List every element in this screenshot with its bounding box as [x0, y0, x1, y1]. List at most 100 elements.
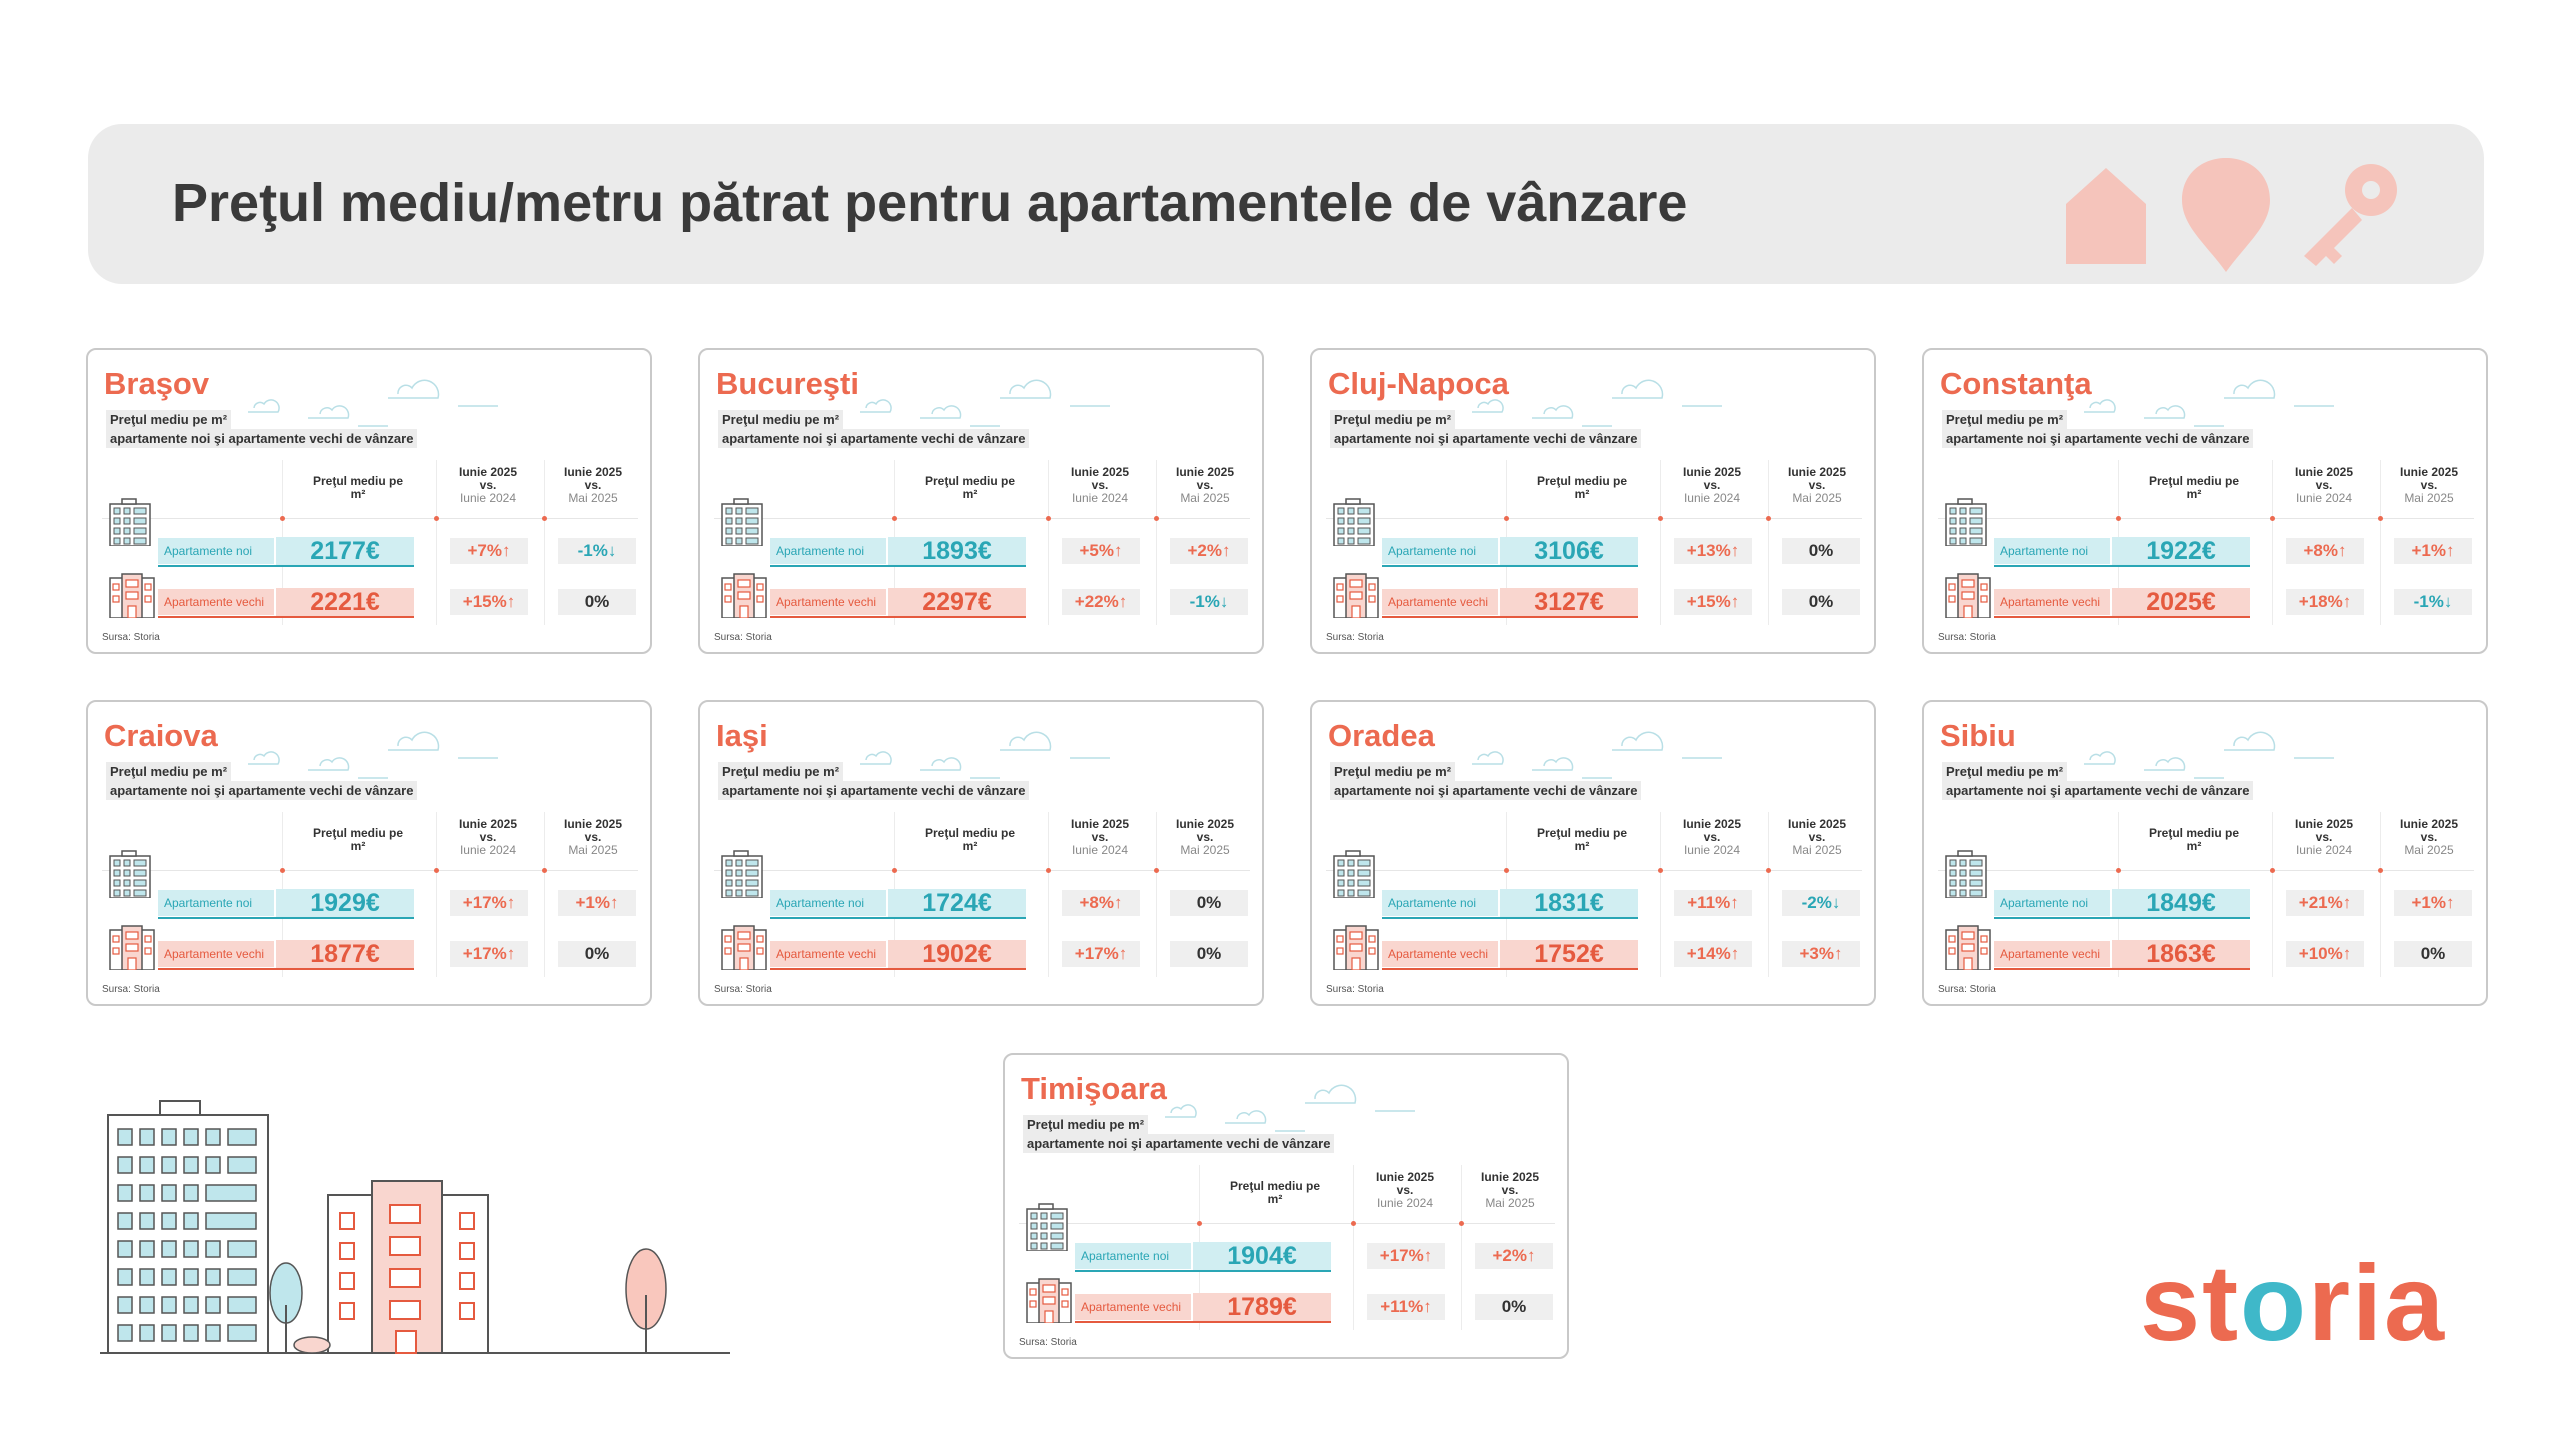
source-note: Sursa: Storia	[102, 632, 160, 643]
old-mom-change: 0%	[558, 589, 636, 615]
col-head-price: Preţul mediu pe m²	[312, 474, 404, 501]
new-building-icon	[1945, 850, 1987, 898]
card-subtitle-2: apartamente noi şi apartamente vechi de …	[1942, 781, 2254, 800]
new-yoy-change: +17%↑	[450, 890, 528, 916]
col-head-yoy-top: Iunie 2025	[1682, 817, 1742, 831]
grid-dot	[1658, 868, 1663, 873]
card-subtitle-1: Preţul mediu pe m²	[1330, 762, 1456, 781]
card-subtitle-2: apartamente noi şi apartamente vechi de …	[1023, 1134, 1335, 1153]
city-card: Braşov Preţul mediu pe m² apartamente noi …	[86, 348, 652, 654]
row-underline	[1994, 565, 2250, 567]
grid-line	[2272, 460, 2273, 625]
grid-dot	[2116, 516, 2121, 521]
col-head-price: Preţul mediu pe m²	[2148, 474, 2240, 501]
old-apartments-price: 2297€	[888, 588, 1026, 616]
card-subtitle-2: apartamente noi şi apartamente vechi de …	[718, 781, 1030, 800]
grid-dot	[2270, 516, 2275, 521]
card-subtitle-2: apartamente noi şi apartamente vechi de …	[106, 429, 418, 448]
col-head-mom: Iunie 2025 vs. Mai 2025	[2384, 818, 2474, 857]
grid-dot	[892, 516, 897, 521]
old-mom-change: -1%↓	[2394, 589, 2472, 615]
grid-dot	[1046, 868, 1051, 873]
new-apartments-label: Apartamente noi	[1382, 890, 1498, 916]
grid-line	[1326, 518, 1862, 519]
grid-dot	[2270, 868, 2275, 873]
city-illustration	[100, 1100, 730, 1354]
grid-dot	[1504, 868, 1509, 873]
source-note: Sursa: Storia	[1326, 984, 1384, 995]
col-head-mom-vs: vs.	[1808, 830, 1826, 844]
new-apartments-label: Apartamente noi	[770, 890, 886, 916]
col-head-mom-bottom: Mai 2025	[568, 491, 618, 505]
col-head-mom-vs: vs.	[2420, 830, 2438, 844]
old-apartments-label: Apartamente vechi	[770, 941, 886, 967]
grid-dot	[280, 868, 285, 873]
old-yoy-change: +15%↑	[450, 589, 528, 615]
old-apartments-price: 2221€	[276, 588, 414, 616]
col-head-yoy-top: Iunie 2025	[458, 817, 518, 831]
old-apartments-price: 2025€	[2112, 588, 2250, 616]
new-yoy-change: +21%↑	[2286, 890, 2364, 916]
col-head-price: Preţul mediu pe m²	[1229, 1179, 1321, 1206]
col-head-yoy: Iunie 2025 vs. Iunie 2024	[443, 818, 533, 857]
old-mom-change: 0%	[1475, 1294, 1553, 1320]
grid-line	[544, 812, 545, 977]
old-yoy-change: +17%↑	[450, 941, 528, 967]
city-card: Timişoara Preţul mediu pe m² apartamente n…	[1003, 1053, 1569, 1359]
col-head-price: Preţul mediu pe m²	[924, 474, 1016, 501]
col-head-yoy-bottom: Iunie 2024	[2295, 491, 2353, 505]
grid-line	[1156, 460, 1157, 625]
col-head-yoy-vs: vs.	[479, 830, 497, 844]
row-underline	[1994, 917, 2250, 919]
col-head-yoy-vs: vs.	[1091, 830, 1109, 844]
new-mom-change: -1%↓	[558, 538, 636, 564]
old-apartments-price: 3127€	[1500, 588, 1638, 616]
col-head-yoy-top: Iunie 2025	[1070, 465, 1130, 479]
city-name: Constanţa	[1940, 366, 2092, 401]
old-apartments-price: 1863€	[2112, 940, 2250, 968]
clouds-decoration	[2084, 379, 2334, 427]
clouds-decoration	[860, 379, 1110, 427]
new-apartments-price: 1922€	[2112, 537, 2250, 565]
logo-ria: ria	[2308, 1242, 2447, 1363]
col-head-yoy-vs: vs.	[479, 478, 497, 492]
source-note: Sursa: Storia	[714, 632, 772, 643]
col-head-mom: Iunie 2025 vs. Mai 2025	[1160, 818, 1250, 857]
grid-dot	[1459, 1221, 1464, 1226]
old-apartments-label: Apartamente vechi	[1382, 941, 1498, 967]
old-yoy-change: +22%↑	[1062, 589, 1140, 615]
col-head-mom-top: Iunie 2025	[1175, 817, 1235, 831]
col-head-yoy: Iunie 2025 vs. Iunie 2024	[2279, 466, 2369, 505]
new-yoy-change: +8%↑	[2286, 538, 2364, 564]
col-head-mom: Iunie 2025 vs. Mai 2025	[1160, 466, 1250, 505]
new-apartments-price: 1929€	[276, 889, 414, 917]
col-head-yoy-bottom: Iunie 2024	[1071, 843, 1129, 857]
col-head-mom-bottom: Mai 2025	[1792, 491, 1842, 505]
grid-dot	[280, 516, 285, 521]
card-subtitle-2: apartamente noi şi apartamente vechi de …	[1330, 429, 1642, 448]
header-icons	[2066, 158, 2397, 272]
old-apartments-label: Apartamente vechi	[1075, 1294, 1191, 1320]
new-yoy-change: +8%↑	[1062, 890, 1140, 916]
city-name: Timişoara	[1021, 1071, 1167, 1106]
city-card: Sibiu Preţul mediu pe m² apartamente noi ş…	[1922, 700, 2488, 1006]
city-name: Bucureşti	[716, 366, 859, 401]
new-yoy-change: +17%↑	[1367, 1243, 1445, 1269]
grid-dot	[1046, 516, 1051, 521]
col-head-yoy-bottom: Iunie 2024	[1683, 843, 1741, 857]
row-underline	[1075, 1321, 1331, 1323]
new-apartments-label: Apartamente noi	[158, 538, 274, 564]
new-building-icon	[721, 850, 763, 898]
row-underline	[770, 565, 1026, 567]
col-head-mom-vs: vs.	[1501, 1183, 1519, 1197]
old-mom-change: -1%↓	[1170, 589, 1248, 615]
old-apartments-label: Apartamente vechi	[158, 589, 274, 615]
row-underline	[158, 917, 414, 919]
new-yoy-change: +7%↑	[450, 538, 528, 564]
new-yoy-change: +11%↑	[1674, 890, 1752, 916]
grid-dot	[1351, 1221, 1356, 1226]
grid-line	[1353, 1165, 1354, 1330]
grid-line	[1048, 460, 1049, 625]
col-head-mom-bottom: Mai 2025	[1180, 843, 1230, 857]
col-head-mom-vs: vs.	[584, 478, 602, 492]
